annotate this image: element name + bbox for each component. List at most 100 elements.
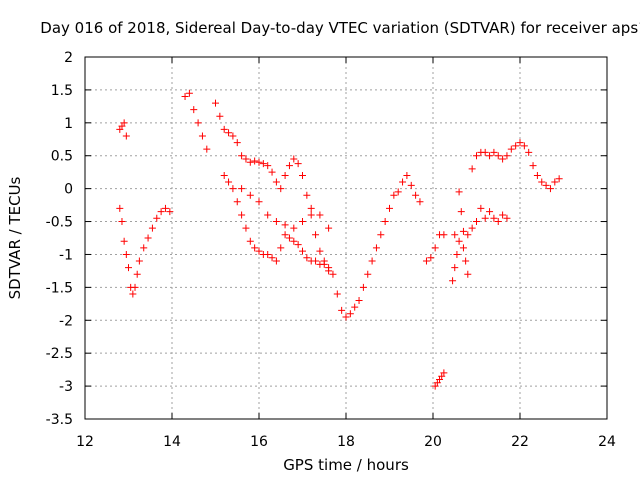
y-tick-label: -2 xyxy=(59,313,73,329)
data-point xyxy=(264,211,272,219)
data-point xyxy=(490,214,498,222)
data-point xyxy=(233,139,241,147)
data-point xyxy=(422,257,430,265)
data-point xyxy=(294,160,302,168)
data-point xyxy=(359,283,367,291)
data-point xyxy=(355,297,363,305)
data-point xyxy=(351,303,359,311)
data-point xyxy=(259,160,267,168)
data-point xyxy=(194,119,202,127)
data-point xyxy=(290,155,298,163)
data-point xyxy=(238,152,246,160)
x-tick-label: 22 xyxy=(511,434,529,450)
data-point xyxy=(431,244,439,252)
data-point xyxy=(329,270,337,278)
data-point xyxy=(372,244,380,252)
data-point xyxy=(459,244,467,252)
data-point xyxy=(272,218,280,226)
data-point xyxy=(455,188,463,196)
data-point xyxy=(516,139,524,147)
data-point xyxy=(503,214,511,222)
y-tick-label: -3 xyxy=(59,379,73,395)
y-tick-label: 1.5 xyxy=(51,83,73,99)
data-point xyxy=(255,158,263,166)
data-point xyxy=(555,175,563,183)
data-point xyxy=(440,369,448,377)
data-point xyxy=(131,283,139,291)
data-point xyxy=(316,247,324,255)
data-point xyxy=(120,237,128,245)
data-point xyxy=(451,231,459,239)
data-point xyxy=(238,185,246,193)
data-point xyxy=(268,254,276,262)
data-point xyxy=(277,185,285,193)
data-point xyxy=(462,257,470,265)
x-tick-label: 12 xyxy=(76,434,94,450)
data-point xyxy=(140,244,148,252)
data-point xyxy=(290,224,298,232)
data-point xyxy=(499,155,507,163)
data-point xyxy=(394,188,402,196)
data-point xyxy=(507,145,515,153)
y-tick-label: -0.5 xyxy=(46,215,73,231)
data-point xyxy=(538,178,546,186)
y-tick-label: -3.5 xyxy=(46,412,73,428)
data-point xyxy=(346,310,354,318)
data-point xyxy=(255,198,263,206)
data-point xyxy=(464,231,472,239)
data-point xyxy=(125,264,132,272)
data-point xyxy=(473,152,480,160)
y-tick-label: 0 xyxy=(64,182,73,198)
data-point xyxy=(386,204,393,212)
data-point xyxy=(477,204,485,212)
data-point xyxy=(390,191,398,199)
data-point xyxy=(220,171,228,179)
data-point xyxy=(416,198,424,206)
x-tick-label: 24 xyxy=(598,434,616,450)
data-point xyxy=(220,125,228,133)
data-point xyxy=(427,254,435,262)
data-point xyxy=(512,142,520,150)
data-point xyxy=(285,162,293,170)
data-point xyxy=(246,237,254,245)
data-point xyxy=(299,218,306,226)
data-point xyxy=(481,214,489,222)
data-point xyxy=(451,264,459,272)
x-tick-label: 18 xyxy=(337,434,355,450)
data-point xyxy=(185,89,193,97)
data-point xyxy=(457,208,465,216)
data-point xyxy=(277,244,285,252)
data-point xyxy=(122,132,130,140)
data-point xyxy=(449,277,457,285)
data-point xyxy=(325,264,333,272)
data-point xyxy=(229,132,237,140)
data-point xyxy=(198,132,206,140)
data-point xyxy=(364,270,372,278)
data-point xyxy=(281,221,289,229)
data-point xyxy=(281,171,289,179)
data-point xyxy=(481,148,489,156)
data-point xyxy=(412,191,420,199)
data-point xyxy=(225,178,233,186)
y-tick-label: -2.5 xyxy=(46,346,73,362)
chart-title: Day 016 of 2018, Sidereal Day-to-day VTE… xyxy=(40,19,640,37)
data-point xyxy=(486,208,494,216)
data-point xyxy=(403,171,411,179)
x-tick-label: 14 xyxy=(163,434,181,450)
data-point xyxy=(303,254,311,262)
data-point xyxy=(246,158,254,166)
data-point xyxy=(299,171,306,179)
data-point xyxy=(238,211,246,219)
data-point xyxy=(166,208,174,216)
data-point xyxy=(190,106,198,114)
data-point xyxy=(440,231,448,239)
data-point xyxy=(233,198,241,206)
data-point xyxy=(181,92,189,100)
data-point xyxy=(251,157,259,165)
data-point xyxy=(312,257,320,265)
data-point xyxy=(133,270,141,278)
data-point xyxy=(468,165,476,173)
data-point xyxy=(399,178,407,186)
data-point xyxy=(303,191,311,199)
